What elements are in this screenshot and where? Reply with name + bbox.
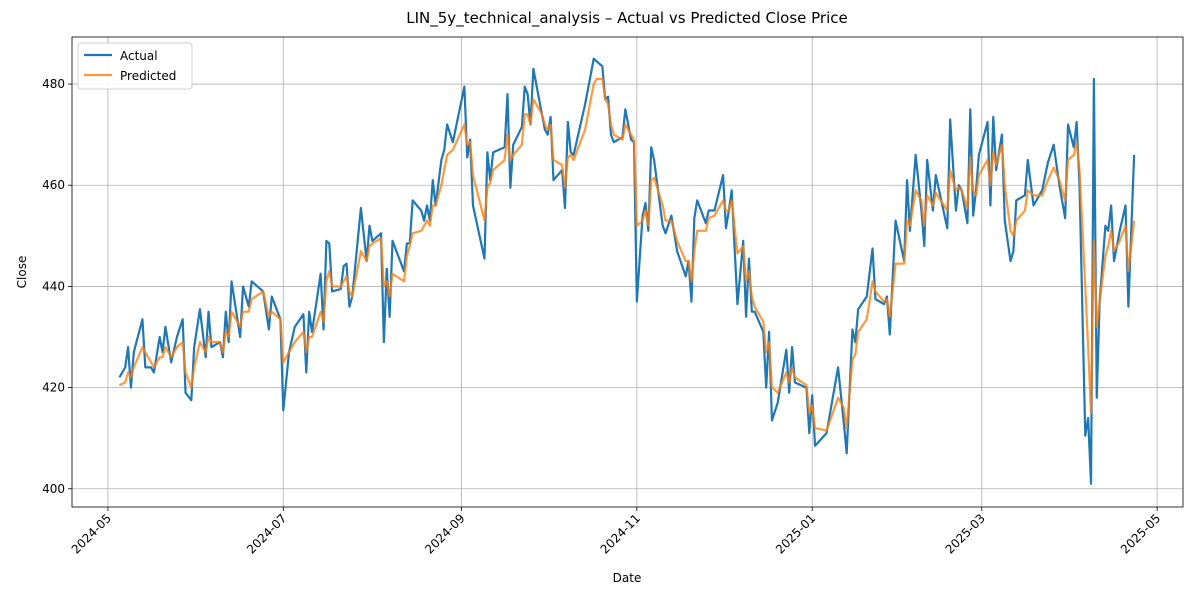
y-axis-label: Close (15, 256, 29, 289)
y-tick-label: 460 (42, 178, 65, 192)
x-tick-label: 2025-05 (1118, 511, 1163, 556)
series-line (118, 77, 1136, 432)
x-tick-label: 2024-05 (69, 511, 114, 556)
chart-title: LIN_5y_technical_analysis – Actual vs Pr… (406, 9, 847, 28)
x-axis-label: Date (613, 571, 642, 585)
legend-label: Actual (120, 49, 158, 63)
legend: Actual Predicted (77, 42, 193, 90)
y-tick-label: 420 (42, 381, 65, 395)
y-tick-label: 400 (42, 482, 65, 496)
legend-label: Predicted (120, 69, 176, 83)
y-tick-label: 440 (42, 279, 65, 293)
x-tick-label: 2024-07 (244, 511, 289, 556)
series-line (118, 57, 1136, 485)
x-tick-label: 2025-01 (773, 511, 818, 556)
x-tick-label: 2024-11 (598, 511, 643, 556)
x-tick-label: 2025-03 (943, 511, 988, 556)
y-tick-label: 480 (42, 77, 65, 91)
plot-frame (71, 36, 1184, 508)
x-tick-label: 2024-09 (422, 511, 467, 556)
